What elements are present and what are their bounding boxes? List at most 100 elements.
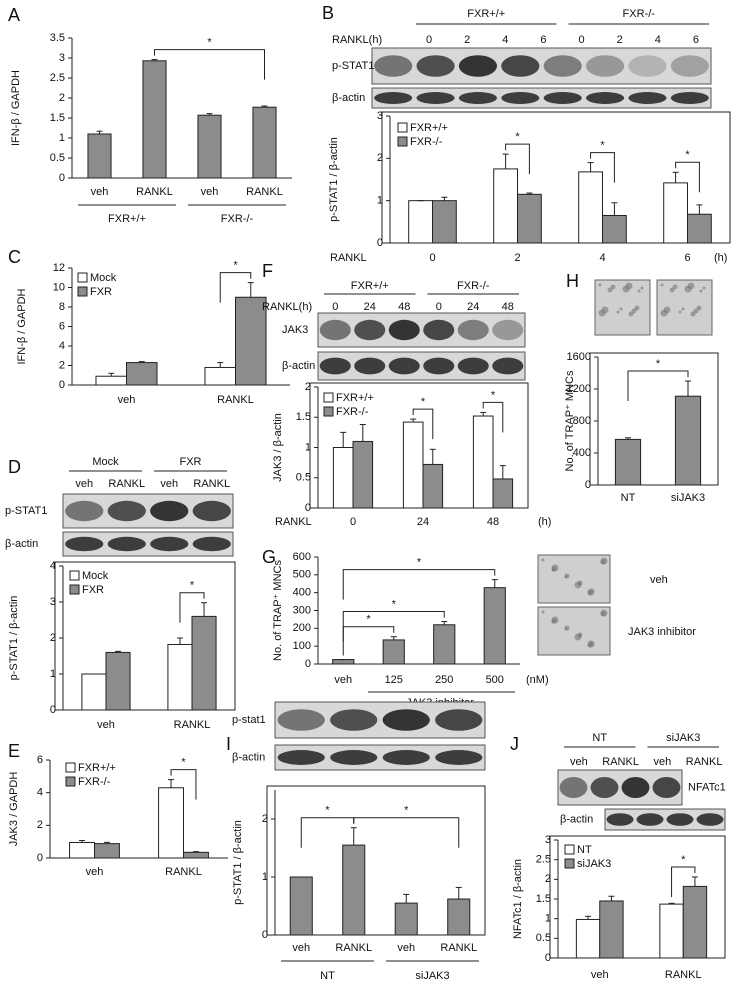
micrograph-cell: [564, 575, 568, 579]
y-tick-label: 3: [377, 110, 383, 122]
legend-label: FXR-/-: [410, 136, 443, 148]
micrograph-cell: [587, 642, 593, 648]
blot-lane-label: veh: [75, 478, 93, 490]
y-tick-label: 6: [37, 754, 43, 766]
bar: [663, 182, 689, 244]
y-tick-label: 2.5: [50, 72, 65, 84]
y-tick-label: 0: [585, 479, 591, 491]
panel-letter: C: [8, 247, 21, 267]
y-tick-label: 2: [50, 632, 56, 644]
panel-letter: D: [8, 457, 21, 477]
blot-band: [652, 777, 681, 798]
blot-band: [501, 92, 540, 104]
y-tick-label: 1600: [567, 351, 591, 363]
panel-letter: G: [262, 547, 276, 567]
x-tick-label: siJAK3: [671, 492, 705, 504]
bar: [87, 133, 112, 179]
y-axis-label: IFN-β / GAPDH: [16, 288, 28, 364]
blot-band: [457, 319, 489, 341]
x-tick-label: RANKL: [665, 969, 702, 981]
blot-band: [492, 319, 524, 341]
micrograph-cell: [669, 287, 675, 293]
legend-label: Mock: [90, 272, 117, 284]
bar: [422, 463, 444, 509]
blot-lane-label: RANKL: [602, 756, 639, 768]
blot-lane-title: RANKL(h): [262, 301, 312, 313]
x-tick-label: veh: [201, 186, 219, 198]
significance-bracket: [482, 401, 504, 433]
legend-swatch: [69, 584, 80, 595]
significance-bracket: [219, 272, 252, 303]
bar: [191, 615, 217, 711]
blot-band: [585, 92, 625, 104]
significance-bracket: [179, 592, 205, 623]
legend-swatch: [323, 392, 334, 403]
y-tick-label: 4: [37, 787, 43, 799]
significance-label: *: [600, 139, 605, 151]
micrograph-label: veh: [650, 574, 668, 586]
y-axis-label: NFATc1 / β-actin: [512, 859, 524, 939]
blot-band: [435, 750, 483, 765]
micrograph-cell: [637, 289, 641, 293]
blot-band: [65, 536, 104, 552]
blot-band: [319, 357, 351, 375]
y-tick-label: 3: [59, 52, 65, 64]
y-tick-label: 0: [545, 952, 551, 964]
x-tick-label: veh: [118, 394, 136, 406]
bar: [252, 106, 277, 179]
bar: [332, 659, 355, 665]
x-tick-label: veh: [91, 186, 109, 198]
significance-label: *: [207, 37, 212, 49]
y-tick-label: 300: [293, 604, 311, 616]
y-tick-label: 2: [305, 381, 311, 393]
significance-bracket: [154, 49, 265, 80]
bar: [332, 447, 354, 509]
y-tick-label: 0.5: [296, 472, 311, 484]
blot-band: [416, 55, 455, 77]
x-tick-label: 4: [599, 252, 605, 264]
significance-bracket: [300, 817, 355, 848]
blot-band: [192, 500, 231, 522]
legend-swatch: [397, 122, 408, 133]
blot-band: [543, 92, 582, 104]
bar: [432, 200, 457, 244]
significance-bracket: [342, 611, 445, 642]
x-tick-label: 2: [514, 252, 520, 264]
x-tick-label: RANKL: [217, 394, 254, 406]
blot-band: [319, 319, 351, 341]
blot-lane-label: 24: [364, 301, 376, 313]
blot-lane-label: 0: [436, 301, 442, 313]
blot-band: [416, 92, 455, 104]
y-tick-label: 100: [293, 640, 311, 652]
blot-group-label: NT: [592, 732, 607, 744]
blot-lane-label: 4: [655, 34, 661, 46]
micrograph-cell: [681, 307, 685, 311]
y-axis-label: IFN-β / GAPDH: [10, 70, 22, 146]
significance-label: *: [421, 396, 426, 408]
significance-bracket: [627, 370, 689, 401]
significance-bracket: [342, 569, 496, 600]
significance-bracket: [353, 817, 460, 848]
bar: [352, 440, 374, 509]
legend-swatch: [323, 406, 334, 417]
y-tick-label: 1: [305, 441, 311, 453]
micrograph-cell: [660, 283, 664, 287]
micrograph-cell: [551, 568, 555, 572]
y-tick-label: 12: [53, 262, 65, 274]
blot-group-label: FXR-/-: [623, 8, 656, 20]
y-axis-label: JAK3 / β-actin: [272, 413, 284, 482]
x-tick-label: veh: [334, 674, 352, 686]
legend-label: FXR+/+: [78, 762, 116, 774]
group-label: FXR+/+: [108, 213, 146, 225]
bar: [578, 171, 604, 244]
blot-band: [458, 92, 498, 104]
x-axis-label: RANKL: [330, 252, 367, 264]
blot-band: [330, 750, 378, 765]
blot-lane-label: 48: [502, 301, 514, 313]
micrograph-cell: [660, 309, 668, 317]
significance-label: *: [190, 580, 195, 592]
legend-swatch: [77, 286, 88, 297]
x-tick-label: veh: [97, 719, 115, 731]
blot-band: [492, 357, 524, 375]
bar: [402, 421, 424, 509]
